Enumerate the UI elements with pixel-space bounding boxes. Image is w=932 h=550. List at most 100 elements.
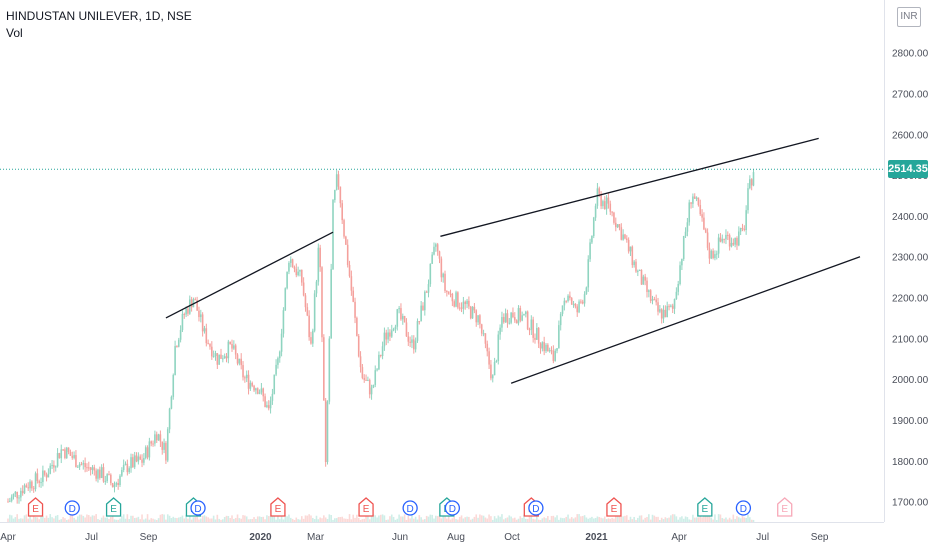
volume-bar (464, 517, 467, 522)
volume-bar (69, 515, 72, 522)
volume-bar (188, 515, 191, 522)
candle-body (69, 451, 72, 456)
candle-body (422, 305, 424, 311)
candle-body (618, 224, 621, 228)
volume-bar (275, 519, 277, 522)
dividend-marker[interactable]: D (402, 500, 418, 516)
volume-bar (207, 517, 209, 522)
dividend-marker[interactable]: D (190, 500, 206, 516)
volume-bar (405, 519, 408, 522)
candle-body (732, 242, 735, 245)
volume-bar (583, 515, 586, 522)
candle-body (214, 353, 217, 356)
trendlines[interactable] (165, 137, 861, 384)
candle-body (396, 309, 399, 327)
candle-body (719, 237, 722, 242)
dividend-marker[interactable]: D (64, 500, 80, 516)
volume-bar (558, 519, 560, 522)
candle-body (185, 308, 187, 315)
candle-body (670, 305, 672, 307)
candle-body (323, 337, 325, 401)
volume-bar (319, 517, 321, 522)
volume-bar (574, 517, 577, 522)
volume-bar (378, 515, 380, 522)
volume-bar (640, 515, 643, 522)
earnings-marker[interactable]: E (777, 497, 793, 517)
candle-body (488, 351, 490, 365)
candle-body (567, 295, 569, 302)
volume-bar (143, 519, 145, 522)
volume-bar (181, 515, 184, 522)
volume-bar (18, 518, 20, 522)
candle-body (282, 310, 285, 334)
candle-body (576, 306, 579, 313)
currency-badge[interactable]: INR (897, 7, 921, 27)
price-candles (7, 169, 755, 504)
dividend-marker[interactable]: D (528, 500, 544, 516)
candle-body (455, 292, 457, 307)
candle-body (143, 458, 145, 463)
trendline[interactable] (440, 137, 819, 237)
candle-body (431, 254, 433, 264)
earnings-marker[interactable]: E (358, 497, 374, 517)
volume-indicator-label[interactable]: Vol (6, 26, 23, 40)
candle-body (196, 299, 198, 311)
symbol-title[interactable]: HINDUSTAN UNILEVER, 1D, NSE (6, 9, 192, 23)
volume-bar (64, 518, 66, 522)
volume-bar (357, 518, 360, 522)
x-tick-label: Apr (0, 532, 16, 543)
volume-bar (704, 514, 707, 522)
volume-bar (284, 515, 287, 522)
earnings-marker[interactable]: E (606, 497, 622, 517)
trendline[interactable] (165, 231, 334, 319)
volume-bars (7, 514, 755, 522)
candle-body (559, 313, 562, 326)
volume-bar (670, 515, 672, 522)
time-axis[interactable]: Apr Jul Sep 2020 Mar Jun Aug Oct 2021 Apr Jul Sep (0, 532, 829, 543)
volume-bar (135, 517, 138, 522)
candle-body (477, 315, 479, 323)
volume-bar (253, 517, 255, 522)
event-marker-glyph: D (532, 504, 539, 515)
volume-bar (387, 519, 389, 522)
volume-bar (692, 514, 694, 522)
volume-bar (262, 516, 265, 522)
candle-body (655, 299, 657, 303)
earnings-marker[interactable]: E (697, 497, 713, 517)
volume-bar (429, 514, 432, 522)
volume-bar (12, 518, 15, 522)
volume-bar (65, 519, 68, 522)
earnings-marker[interactable]: E (27, 497, 44, 517)
candle-body (108, 474, 110, 476)
volume-bar (306, 515, 309, 522)
trendline[interactable] (510, 256, 861, 384)
event-markers[interactable]: EDEEDEEDEDEDEEDE (27, 497, 793, 517)
volume-bar (330, 515, 332, 522)
candle-body (580, 301, 582, 303)
volume-bar (302, 518, 305, 522)
volume-bar (211, 518, 213, 522)
volume-bar (7, 518, 9, 522)
dividend-marker[interactable]: D (735, 500, 752, 516)
candle-body (581, 301, 584, 304)
candle-body (517, 308, 520, 324)
volume-bar (198, 519, 200, 522)
price-axis[interactable]: 2800.002700.002600.002500.002400.002300.… (892, 49, 929, 509)
volume-bar (545, 518, 547, 522)
candle-body (504, 313, 507, 323)
event-marker-glyph: E (363, 504, 370, 515)
earnings-marker[interactable]: E (270, 497, 286, 517)
volume-bar (269, 515, 272, 522)
candle-body (574, 303, 577, 307)
volume-bar (548, 519, 551, 522)
candle-body (523, 314, 525, 316)
earnings-marker[interactable]: E (105, 497, 122, 517)
dividend-marker[interactable]: D (444, 500, 461, 516)
volume-bar (714, 514, 716, 522)
candle-body (508, 322, 511, 324)
candle-body (372, 384, 375, 388)
candle-body (334, 189, 336, 200)
candle-body (176, 346, 178, 348)
volume-bar (367, 516, 369, 522)
